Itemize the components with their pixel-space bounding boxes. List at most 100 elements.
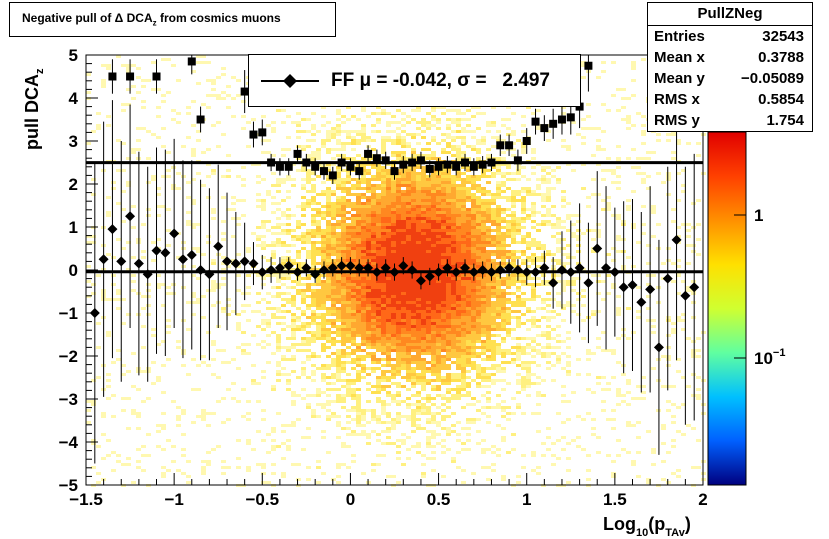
heatmap-cell bbox=[596, 145, 601, 148]
heatmap-cell bbox=[436, 301, 441, 304]
heatmap-cell bbox=[321, 238, 326, 241]
heatmap-cell bbox=[381, 307, 386, 310]
heatmap-cell bbox=[336, 166, 341, 169]
heatmap-cell bbox=[436, 283, 441, 286]
heatmap-cell bbox=[431, 154, 436, 157]
heatmap-cell bbox=[421, 412, 426, 415]
heatmap-cell bbox=[146, 304, 151, 307]
heatmap-cell bbox=[146, 370, 151, 373]
heatmap-cell bbox=[511, 397, 516, 400]
heatmap-cell bbox=[461, 259, 466, 262]
heatmap-cell bbox=[156, 424, 161, 427]
heatmap-cell bbox=[381, 316, 386, 319]
heatmap-cell bbox=[441, 334, 446, 337]
heatmap-cell bbox=[356, 349, 361, 352]
heatmap-cell bbox=[206, 364, 211, 367]
heatmap-cell bbox=[451, 346, 456, 349]
heatmap-cell bbox=[396, 154, 401, 157]
heatmap-cell bbox=[421, 235, 426, 238]
heatmap-cell bbox=[371, 322, 376, 325]
heatmap-cell bbox=[446, 133, 451, 136]
heatmap-cell bbox=[336, 226, 341, 229]
heatmap-cell bbox=[521, 280, 526, 283]
heatmap-cell bbox=[366, 199, 371, 202]
heatmap-cell bbox=[181, 409, 186, 412]
heatmap-cell bbox=[331, 376, 336, 379]
heatmap-cell bbox=[531, 253, 536, 256]
heatmap-cell bbox=[381, 430, 386, 433]
heatmap-cell bbox=[106, 115, 111, 118]
heatmap-cell bbox=[336, 118, 341, 121]
heatmap-cell bbox=[361, 226, 366, 229]
heatmap-cell bbox=[381, 145, 386, 148]
heatmap-cell bbox=[596, 310, 601, 313]
heatmap-cell bbox=[401, 439, 406, 442]
heatmap-cell bbox=[496, 424, 501, 427]
heatmap-cell bbox=[501, 322, 506, 325]
heatmap-cell bbox=[446, 118, 451, 121]
heatmap-cell bbox=[211, 283, 216, 286]
heatmap-cell bbox=[426, 181, 431, 184]
heatmap-cell bbox=[231, 217, 236, 220]
heatmap-cell bbox=[121, 298, 126, 301]
heatmap-cell bbox=[466, 403, 471, 406]
heatmap-cell bbox=[311, 364, 316, 367]
heatmap-cell bbox=[376, 379, 381, 382]
heatmap-cell bbox=[481, 385, 486, 388]
heatmap-cell bbox=[566, 217, 571, 220]
heatmap-cell bbox=[436, 337, 441, 340]
heatmap-cell bbox=[436, 262, 441, 265]
heatmap-cell bbox=[426, 436, 431, 439]
heatmap-cell bbox=[531, 292, 536, 295]
heatmap-cell bbox=[431, 241, 436, 244]
heatmap-cell bbox=[286, 448, 291, 451]
heatmap-cell bbox=[341, 304, 346, 307]
heatmap-cell bbox=[316, 148, 321, 151]
heatmap-cell bbox=[506, 106, 511, 109]
heatmap-cell bbox=[496, 250, 501, 253]
heatmap-cell bbox=[501, 124, 506, 127]
heatmap-cell bbox=[356, 343, 361, 346]
heatmap-cell bbox=[276, 340, 281, 343]
heatmap-cell bbox=[486, 466, 491, 469]
heatmap-cell bbox=[361, 355, 366, 358]
heatmap-cell bbox=[336, 283, 341, 286]
heatmap-cell bbox=[386, 292, 391, 295]
heatmap-cell bbox=[486, 121, 491, 124]
heatmap-cell bbox=[351, 139, 356, 142]
heatmap-cell bbox=[301, 292, 306, 295]
heatmap-cell bbox=[156, 379, 161, 382]
heatmap-cell bbox=[416, 241, 421, 244]
heatmap-cell bbox=[146, 454, 151, 457]
heatmap-cell bbox=[396, 331, 401, 334]
heatmap-cell bbox=[351, 430, 356, 433]
heatmap-cell bbox=[516, 178, 521, 181]
heatmap-cell bbox=[141, 85, 146, 88]
heatmap-cell bbox=[556, 166, 561, 169]
heatmap-cell bbox=[276, 349, 281, 352]
heatmap-cell bbox=[486, 211, 491, 214]
heatmap-cell bbox=[431, 181, 436, 184]
heatmap-cell bbox=[336, 133, 341, 136]
heatmap-cell bbox=[551, 346, 556, 349]
heatmap-cell bbox=[556, 220, 561, 223]
heatmap-cell bbox=[286, 286, 291, 289]
heatmap-cell bbox=[386, 274, 391, 277]
heatmap-cell bbox=[326, 247, 331, 250]
heatmap-cell bbox=[546, 280, 551, 283]
heatmap-cell bbox=[281, 259, 286, 262]
heatmap-cell bbox=[211, 172, 216, 175]
heatmap-cell bbox=[266, 361, 271, 364]
heatmap-cell bbox=[406, 406, 411, 409]
heatmap-cell bbox=[276, 217, 281, 220]
heatmap-cell bbox=[506, 277, 511, 280]
heatmap-cell bbox=[236, 199, 241, 202]
heatmap-cell bbox=[321, 298, 326, 301]
heatmap-cell bbox=[506, 316, 511, 319]
heatmap-cell bbox=[501, 184, 506, 187]
heatmap-cell bbox=[396, 280, 401, 283]
heatmap-cell bbox=[476, 250, 481, 253]
heatmap-cell bbox=[361, 358, 366, 361]
heatmap-cell bbox=[451, 274, 456, 277]
heatmap-cell bbox=[101, 82, 106, 85]
